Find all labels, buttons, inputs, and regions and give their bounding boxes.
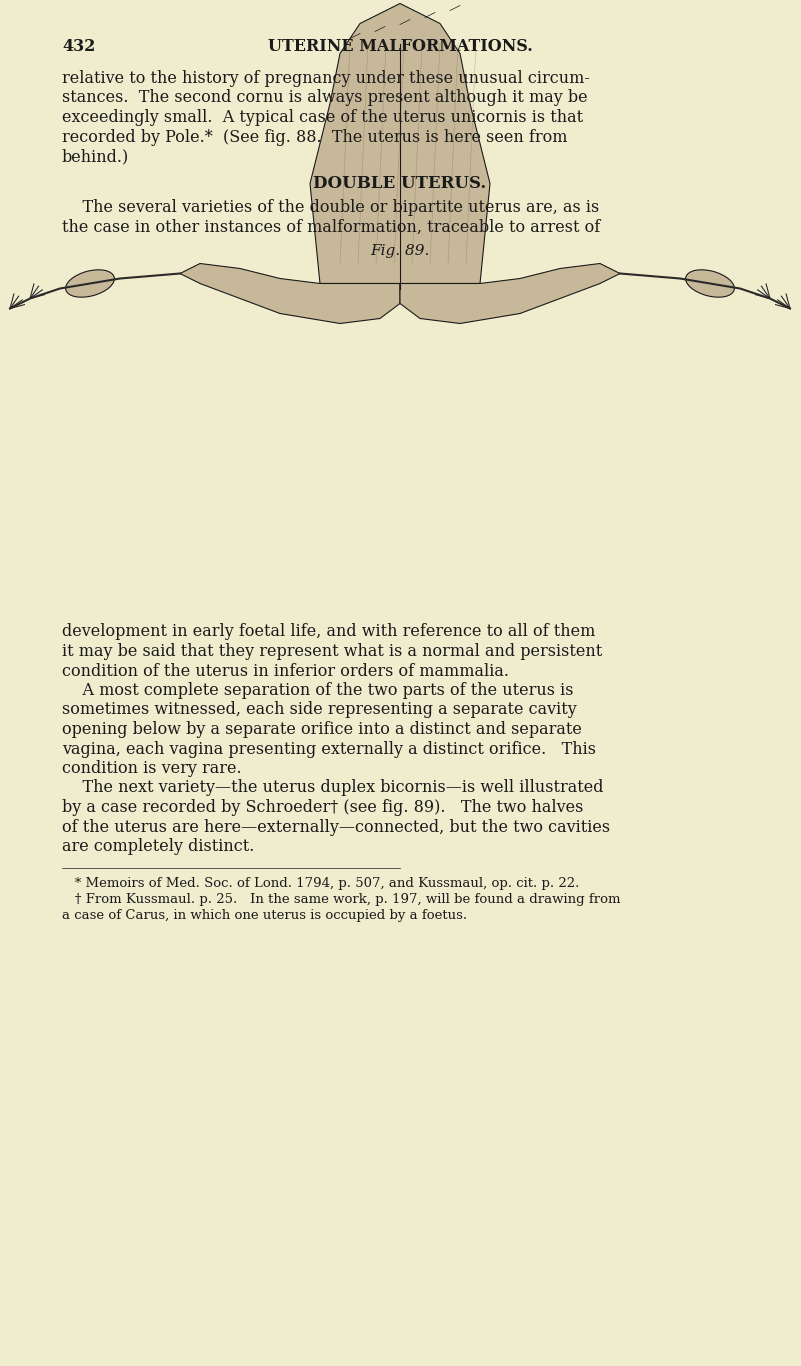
Text: by a case recorded by Schroeder† (see fig. 89).   The two halves: by a case recorded by Schroeder† (see fi… [62,799,583,816]
Text: * Memoirs of Med. Soc. of Lond. 1794, p. 507, and Kussmaul, op. cit. p. 22.: * Memoirs of Med. Soc. of Lond. 1794, p.… [62,877,579,891]
Text: behind.): behind.) [62,148,129,165]
Text: stances.  The second cornu is always present although it may be: stances. The second cornu is always pres… [62,90,588,107]
Text: A most complete separation of the two parts of the uterus is: A most complete separation of the two pa… [62,682,574,699]
Text: the case in other instances of malformation, traceable to arrest of: the case in other instances of malformat… [62,219,600,236]
Text: The next variety—the uterus duplex bicornis—is well illustrated: The next variety—the uterus duplex bicor… [62,780,603,796]
Text: a case of Carus, in which one uterus is occupied by a foetus.: a case of Carus, in which one uterus is … [62,910,467,922]
Text: condition of the uterus in inferior orders of mammalia.: condition of the uterus in inferior orde… [62,663,509,679]
Text: development in early foetal life, and with reference to all of them: development in early foetal life, and wi… [62,623,595,641]
Text: vagina, each vagina presenting externally a distinct orifice.   This: vagina, each vagina presenting externall… [62,740,596,758]
Text: exceedingly small.  A typical case of the uterus unicornis is that: exceedingly small. A typical case of the… [62,109,583,126]
Polygon shape [180,264,400,324]
Text: are completely distinct.: are completely distinct. [62,837,255,855]
Text: sometimes witnessed, each side representing a separate cavity: sometimes witnessed, each side represent… [62,702,577,719]
Text: The several varieties of the double or bipartite uterus are, as is: The several varieties of the double or b… [62,199,599,216]
Text: recorded by Pole.*  (See fig. 88.  The uterus is here seen from: recorded by Pole.* (See fig. 88. The ute… [62,128,567,146]
Text: of the uterus are here—externally—connected, but the two cavities: of the uterus are here—externally—connec… [62,818,610,836]
Text: UTERINE MALFORMATIONS.: UTERINE MALFORMATIONS. [268,38,533,55]
Text: 432: 432 [62,38,95,55]
Text: DOUBLE UTERUS.: DOUBLE UTERUS. [313,175,487,193]
Text: Fig. 89.: Fig. 89. [370,243,429,258]
Polygon shape [310,4,490,284]
Text: opening below by a separate orifice into a distinct and separate: opening below by a separate orifice into… [62,721,582,738]
Ellipse shape [686,270,735,298]
Text: condition is very rare.: condition is very rare. [62,759,242,777]
Ellipse shape [66,270,115,298]
Text: † From Kussmaul. p. 25.   In the same work, p. 197, will be found a drawing from: † From Kussmaul. p. 25. In the same work… [62,893,621,907]
Polygon shape [400,264,620,324]
Text: it may be said that they represent what is a normal and persistent: it may be said that they represent what … [62,643,602,660]
Text: relative to the history of pregnancy under these unusual circum-: relative to the history of pregnancy und… [62,70,590,87]
